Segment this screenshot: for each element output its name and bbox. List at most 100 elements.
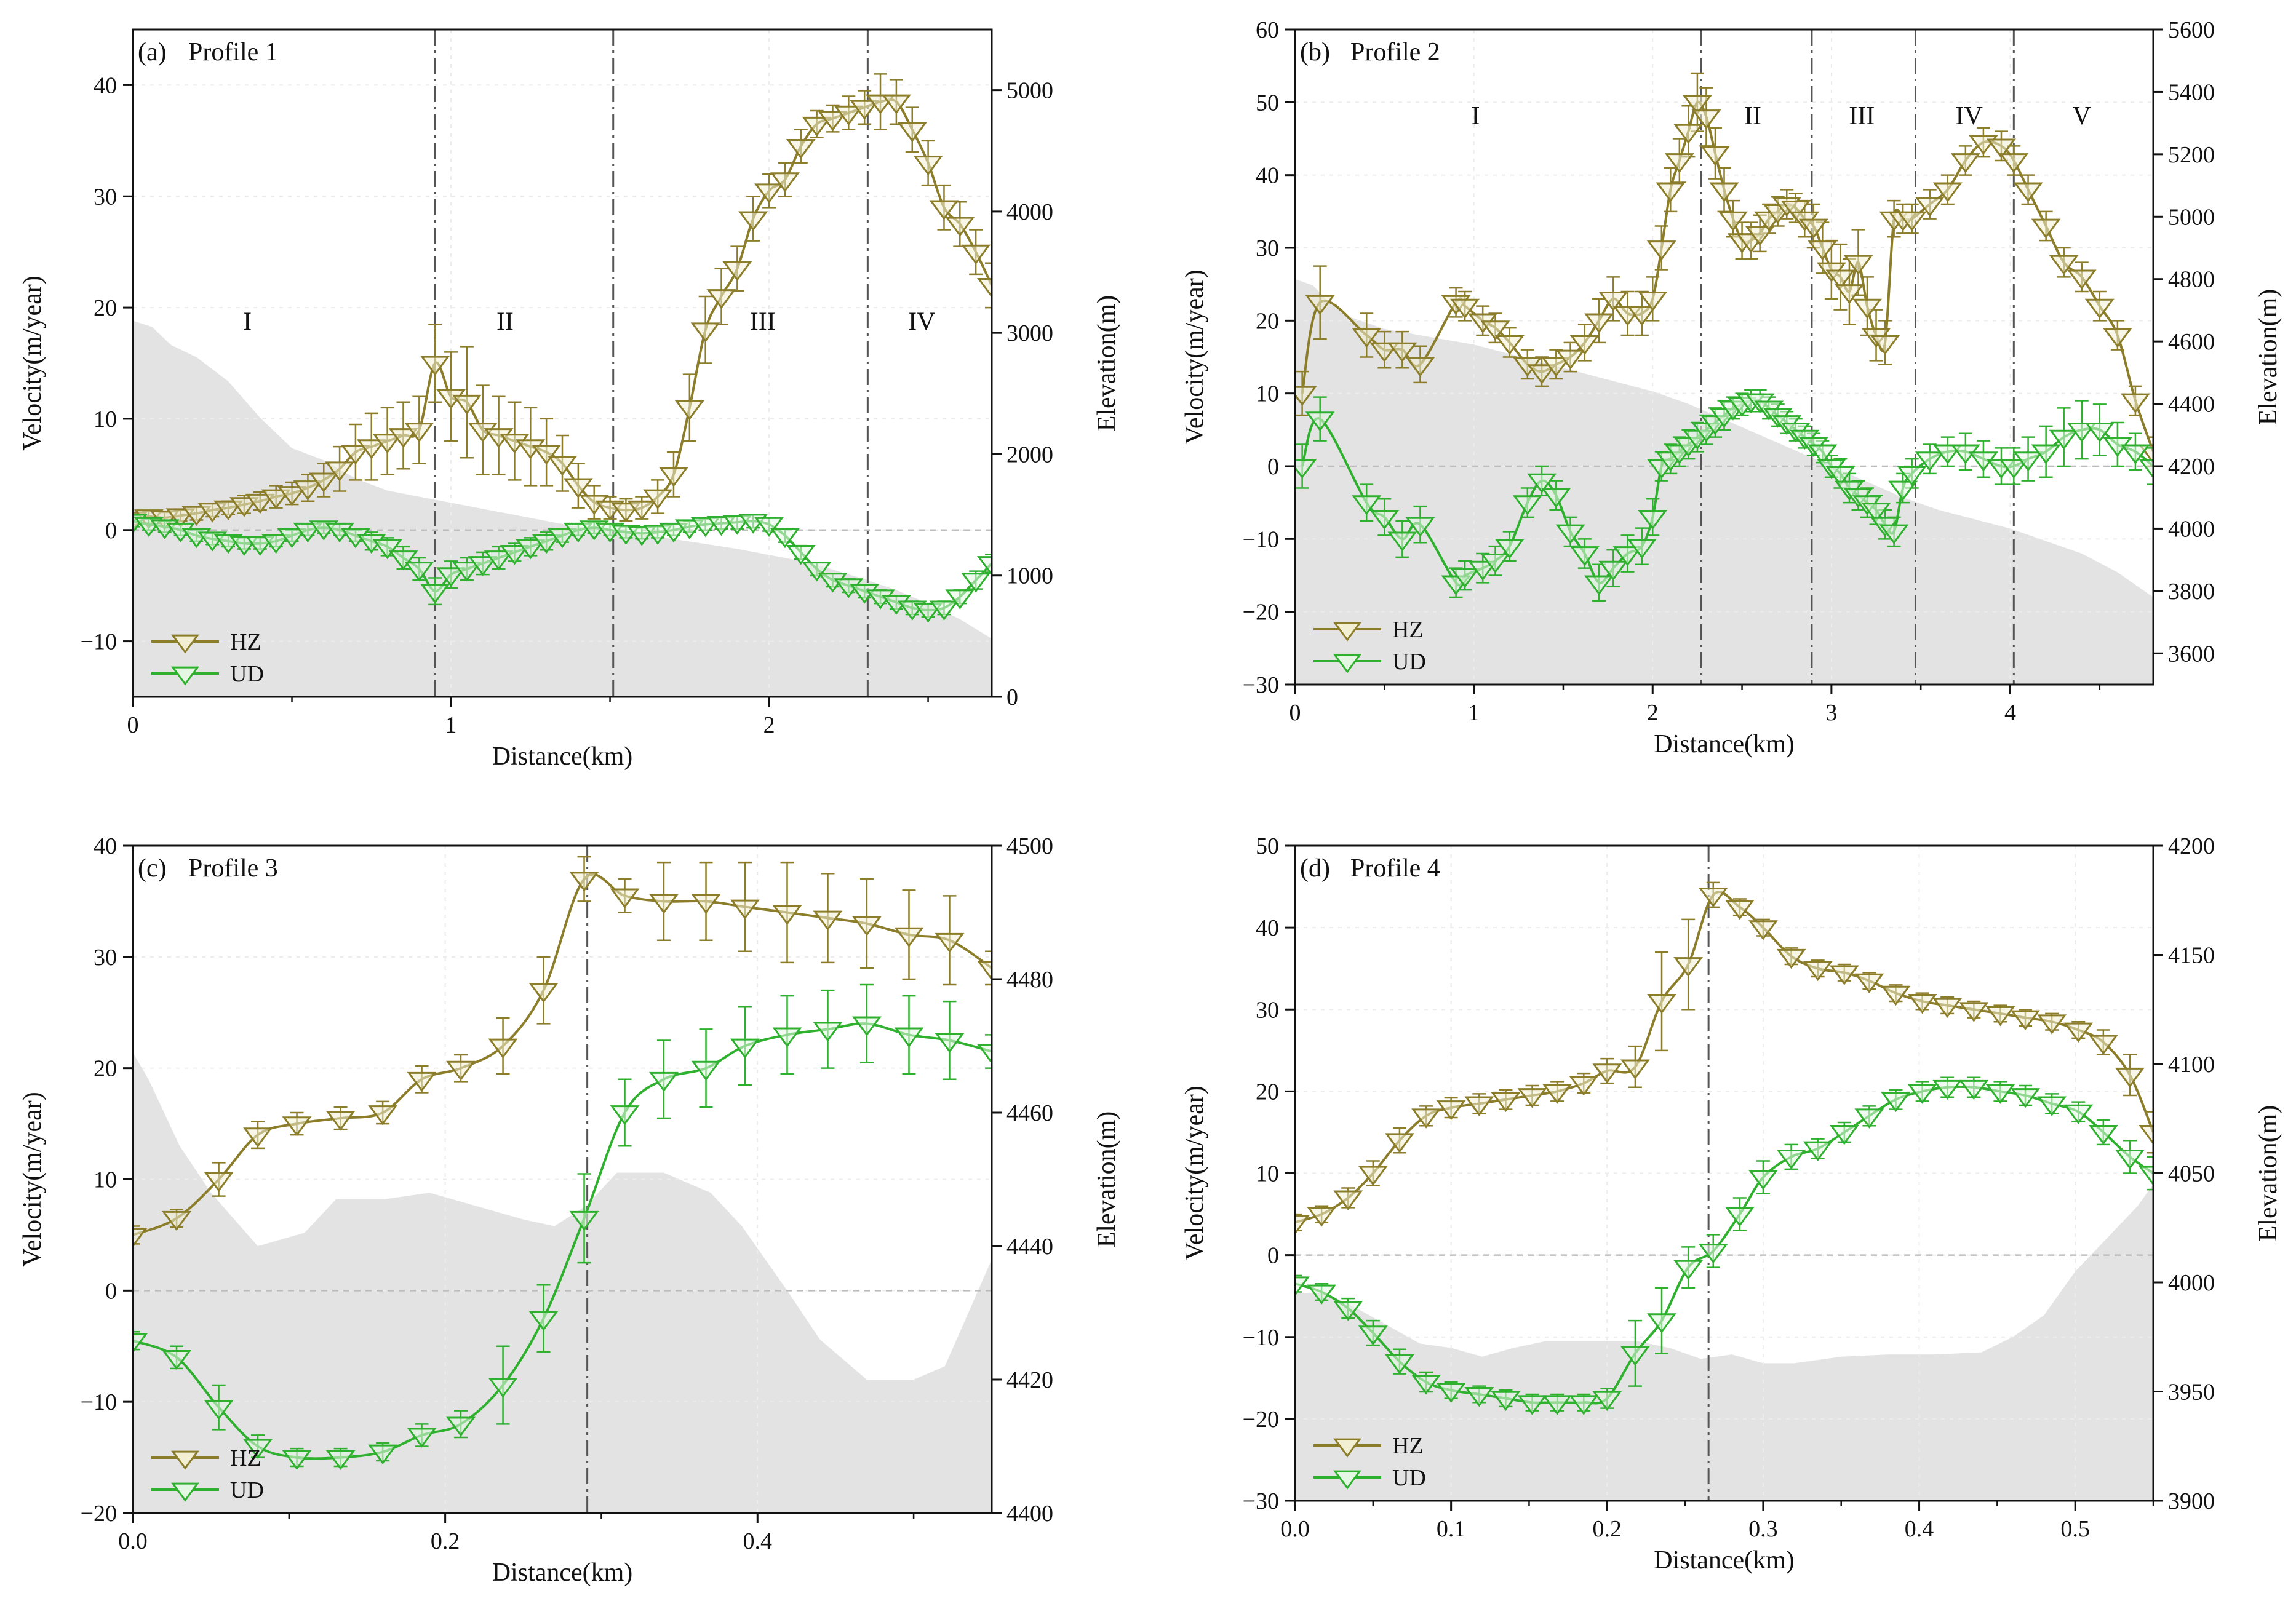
- x-axis-title: Distance(km): [1654, 730, 1795, 758]
- y2-axis-title: Elevation(m): [1093, 1111, 1121, 1248]
- data-point-marker: [1950, 153, 1980, 173]
- data-point-marker: [1803, 961, 1833, 982]
- y-tick-label: 10: [1256, 1161, 1279, 1187]
- data-point-marker: [1664, 153, 1694, 173]
- data-point-marker: [2011, 1010, 2040, 1031]
- data-point-marker: [1464, 1387, 1494, 1407]
- panel-label: (d): [1300, 854, 1330, 883]
- x-axis-title: Distance(km): [1654, 1546, 1795, 1575]
- data-point-marker: [1450, 568, 1480, 588]
- data-point-marker: [1709, 182, 1739, 202]
- data-point-marker: [2115, 1067, 2145, 1088]
- data-point-marker: [1620, 1346, 1650, 1366]
- plot-frame: [132, 28, 993, 698]
- data-point-marker: [1698, 1244, 1728, 1264]
- data-point-marker: [894, 1027, 924, 1047]
- data-point-marker: [1494, 335, 1525, 356]
- data-point-marker: [1384, 1354, 1414, 1375]
- panel-3: 0.0 0.2 0.4 −20 −10 0 10 20 30 40 4400 4420 4440 4460…: [18, 833, 1121, 1587]
- y-tick-label: 50: [1256, 833, 1279, 859]
- y-tick-label: 60: [1256, 17, 1279, 43]
- data-point-marker: [1569, 1395, 1599, 1415]
- data-point-marker: [1985, 1084, 2015, 1104]
- data-point-marker: [1798, 218, 1828, 239]
- data-point-marker: [1724, 899, 1755, 920]
- data-point-marker: [2120, 444, 2150, 464]
- y-tick-label: 0: [1267, 1243, 1279, 1269]
- data-point-marker: [2067, 269, 2097, 290]
- data-point-marker: [1879, 524, 1909, 544]
- data-point-marker: [468, 556, 498, 576]
- data-point-marker: [945, 217, 975, 237]
- x-tick-label: 0.4: [743, 1528, 773, 1554]
- data-point-marker: [340, 445, 370, 465]
- data-point-marker: [528, 1311, 559, 1332]
- plot-frame: [1294, 28, 2154, 686]
- data-point-marker: [754, 517, 784, 538]
- y2-tick-label: 4480: [1006, 967, 1053, 993]
- data-point-marker: [2013, 182, 2043, 202]
- elevation-area: [133, 320, 992, 697]
- data-point-marker: [528, 983, 559, 1003]
- y-axis-title: Velocity(m/year): [18, 276, 47, 451]
- legend-label: HZ: [1392, 617, 1424, 643]
- data-point-marker: [368, 1444, 398, 1465]
- x-tick-label: 0.3: [1748, 1516, 1778, 1542]
- data-point-marker: [2011, 1088, 2040, 1108]
- data-point-marker: [1881, 1092, 1911, 1113]
- data-point-marker: [649, 894, 679, 914]
- data-point-marker: [277, 528, 307, 549]
- data-point-marker: [277, 486, 307, 506]
- data-point-marker: [627, 500, 657, 521]
- y-tick-label: 40: [1256, 163, 1279, 189]
- data-point-marker: [569, 1210, 599, 1231]
- y-tick-label: 20: [1256, 1079, 1279, 1105]
- data-point-marker: [2139, 1166, 2153, 1186]
- data-point-marker: [548, 456, 577, 476]
- data-point-marker: [690, 322, 720, 343]
- data-point-marker: [658, 522, 688, 543]
- data-point-marker: [1638, 509, 1668, 530]
- data-point-marker: [1542, 1084, 1573, 1104]
- data-point-marker: [929, 200, 959, 220]
- data-point-marker: [1888, 480, 1918, 501]
- data-point-marker: [1352, 495, 1382, 515]
- data-point-marker: [407, 1071, 437, 1092]
- region-label: III: [1849, 102, 1875, 130]
- panel-2: I II III IV V0 1 2 3 4−30−20−1001020304050603600…: [1181, 17, 2282, 758]
- data-point-marker: [532, 533, 562, 554]
- y2-tick-label: 4420: [1006, 1367, 1053, 1393]
- data-point-marker: [2084, 422, 2115, 443]
- data-point-marker: [977, 961, 992, 981]
- data-point-marker: [851, 1016, 882, 1036]
- data-point-marker: [1512, 495, 1542, 515]
- data-point-marker: [929, 600, 959, 621]
- data-point-marker: [802, 116, 832, 137]
- legend-marker: [1333, 622, 1361, 642]
- data-point-marker: [563, 478, 593, 498]
- x-tick-label: 1: [445, 712, 457, 738]
- y-tick-label: 30: [1256, 997, 1279, 1023]
- x-tick-label: 4: [2004, 700, 2016, 726]
- data-point-marker: [1698, 887, 1728, 908]
- y2-axis-title: Elevation(m): [2254, 289, 2282, 426]
- data-point-marker: [1295, 1215, 1310, 1235]
- data-point-marker: [1776, 948, 1806, 969]
- data-point-marker: [293, 522, 323, 543]
- y-tick-label: 20: [1256, 308, 1279, 334]
- y-tick-label: 20: [94, 1056, 117, 1082]
- elevation-area: [1295, 1184, 2153, 1501]
- data-point-marker: [293, 480, 323, 501]
- data-point-marker: [1436, 1383, 1466, 1403]
- legend-label: UD: [230, 1477, 264, 1503]
- data-point-marker: [1569, 546, 1600, 566]
- data-point-marker: [813, 1022, 843, 1042]
- legend-label: HZ: [230, 629, 261, 655]
- y-axis-title: Velocity(m/year): [1181, 269, 1209, 445]
- data-point-marker: [738, 211, 768, 231]
- y2-tick-label: 4500: [1006, 833, 1053, 859]
- data-point-marker: [610, 1105, 640, 1126]
- y2-tick-label: 4050: [2168, 1161, 2215, 1187]
- data-point-marker: [488, 1378, 518, 1398]
- data-point-marker: [1959, 1002, 1989, 1022]
